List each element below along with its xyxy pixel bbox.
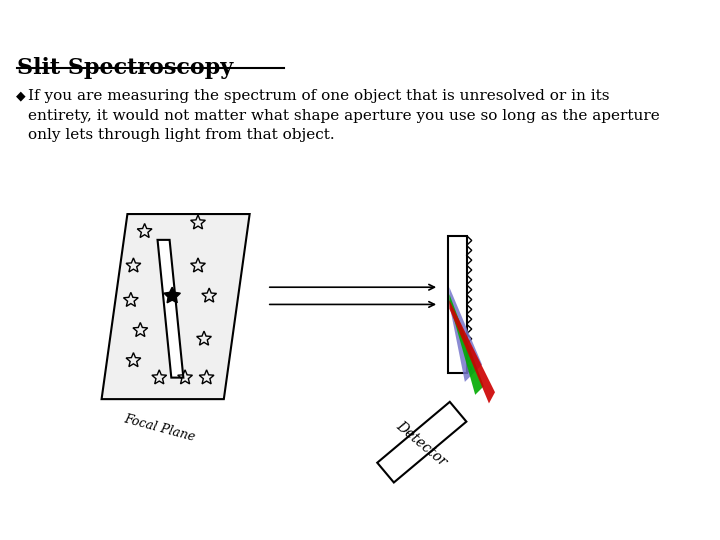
Text: Focal Plane: Focal Plane [122, 412, 197, 443]
Polygon shape [449, 287, 482, 382]
Polygon shape [164, 287, 180, 303]
Polygon shape [449, 294, 484, 395]
Text: If you are measuring the spectrum of one object that is unresolved or in its
ent: If you are measuring the spectrum of one… [27, 89, 660, 142]
Text: ◆: ◆ [16, 89, 25, 102]
Polygon shape [377, 402, 467, 483]
Polygon shape [158, 240, 184, 377]
FancyBboxPatch shape [448, 235, 467, 373]
Text: Slit Spectroscopy: Slit Spectroscopy [17, 57, 233, 78]
Polygon shape [102, 214, 250, 399]
Polygon shape [449, 300, 495, 403]
Text: Detector: Detector [394, 418, 450, 469]
